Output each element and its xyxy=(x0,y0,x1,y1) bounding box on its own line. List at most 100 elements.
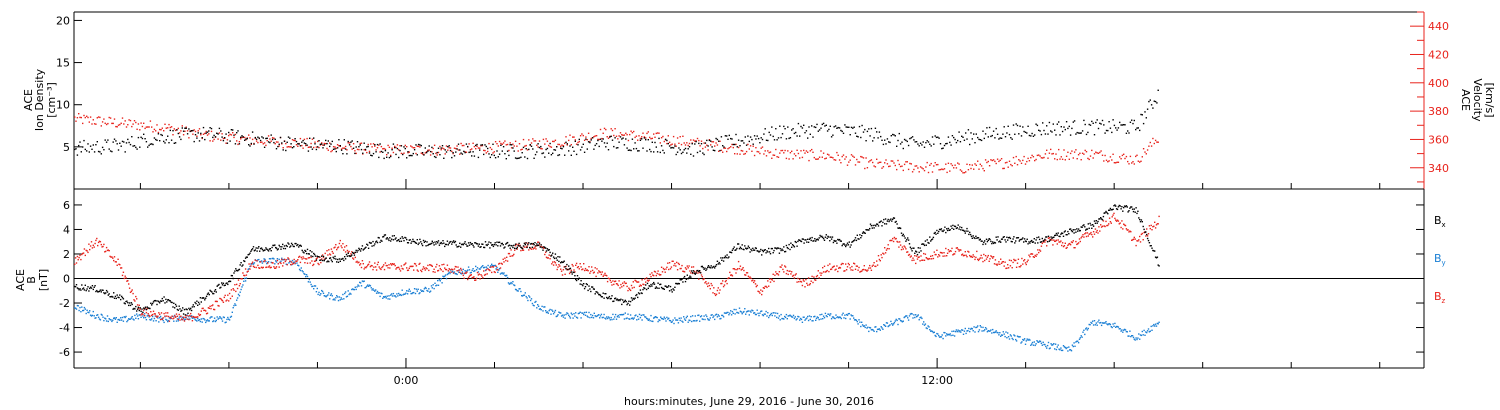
bz-point xyxy=(122,271,125,273)
bz-point xyxy=(978,258,981,260)
density-point xyxy=(1020,135,1023,137)
velocity-point xyxy=(1135,155,1137,158)
bz-point xyxy=(298,255,301,258)
bx-point xyxy=(171,301,173,304)
bx-point xyxy=(503,247,505,249)
bz-point xyxy=(587,270,589,272)
by-point xyxy=(386,295,388,297)
bx-point xyxy=(309,250,311,252)
by-point xyxy=(312,285,314,287)
by-point xyxy=(518,288,520,290)
density-point xyxy=(773,139,776,141)
density-point xyxy=(631,138,634,140)
density-point xyxy=(161,134,163,137)
bx-point xyxy=(482,243,484,245)
by-point xyxy=(370,287,372,289)
by-point xyxy=(861,324,864,326)
bx-point xyxy=(370,242,372,244)
by-point xyxy=(759,312,761,314)
by-point xyxy=(215,319,217,322)
density-point xyxy=(647,139,649,141)
bz-point xyxy=(469,274,472,276)
bx-point xyxy=(258,246,260,248)
by-point xyxy=(233,304,235,307)
bz-point xyxy=(601,271,603,273)
velocity-point xyxy=(356,148,359,151)
bx-point xyxy=(480,246,482,248)
by-point xyxy=(607,316,610,318)
bz-point xyxy=(205,310,207,312)
velocity-point xyxy=(610,128,612,130)
density-point xyxy=(834,125,837,127)
velocity-point xyxy=(399,145,401,147)
by-point xyxy=(905,315,907,317)
by-point xyxy=(890,320,892,323)
bz-point xyxy=(197,313,200,315)
bx-point xyxy=(185,308,187,310)
bx-point xyxy=(371,245,373,247)
bz-point xyxy=(767,280,769,282)
bz-point xyxy=(75,262,78,264)
bz-point xyxy=(629,288,631,291)
bx-point xyxy=(458,245,460,247)
density-point xyxy=(756,135,758,137)
by-point xyxy=(1030,344,1032,346)
bz-point xyxy=(1038,251,1040,254)
bz-point xyxy=(389,267,391,269)
bx-point xyxy=(290,242,293,245)
bx-point xyxy=(389,237,391,239)
bz-point xyxy=(986,256,989,258)
bz-point xyxy=(473,276,475,278)
bz-point xyxy=(88,243,90,245)
by-point xyxy=(1038,340,1041,342)
bz-point xyxy=(738,267,741,270)
by-point xyxy=(854,319,857,321)
velocity-point xyxy=(398,149,400,151)
by-point xyxy=(633,317,635,319)
by-point xyxy=(953,335,956,337)
density-point xyxy=(274,138,276,140)
by-point xyxy=(463,272,465,275)
density-point xyxy=(937,136,939,138)
velocity-point xyxy=(448,147,450,149)
density-point xyxy=(120,145,122,147)
by-point xyxy=(631,317,634,319)
density-point xyxy=(1148,100,1150,103)
bx-point xyxy=(378,237,380,239)
by-point xyxy=(683,318,686,320)
bx-point xyxy=(594,293,596,295)
bz-point xyxy=(763,287,765,289)
velocity-point xyxy=(128,119,130,121)
bz-point xyxy=(996,264,998,266)
by-point xyxy=(441,282,443,284)
by-point xyxy=(426,289,428,292)
velocity-point xyxy=(969,164,971,166)
by-point xyxy=(536,307,538,309)
velocity-point xyxy=(860,155,862,158)
by-point xyxy=(376,290,379,293)
by-point xyxy=(477,271,480,273)
bz-point xyxy=(510,249,512,251)
density-point xyxy=(379,143,381,145)
bz-point xyxy=(302,256,304,258)
bx-point xyxy=(221,282,223,284)
density-point xyxy=(923,146,926,148)
by-point xyxy=(1056,346,1058,348)
by-point xyxy=(275,260,277,262)
by-point xyxy=(1007,332,1009,334)
by-point xyxy=(210,316,212,318)
by-point xyxy=(747,310,750,312)
bz-point xyxy=(616,283,619,285)
bz-point xyxy=(1150,224,1152,227)
bz-point xyxy=(86,250,88,252)
bz-point xyxy=(594,267,596,269)
by-point xyxy=(834,317,836,320)
density-point xyxy=(1121,124,1124,126)
velocity-point xyxy=(704,146,707,148)
by-point xyxy=(320,293,322,295)
by-point xyxy=(1037,341,1039,343)
bx-point xyxy=(197,301,200,304)
bz-point xyxy=(303,257,305,260)
bx-point xyxy=(738,248,741,250)
density-point xyxy=(399,149,401,152)
